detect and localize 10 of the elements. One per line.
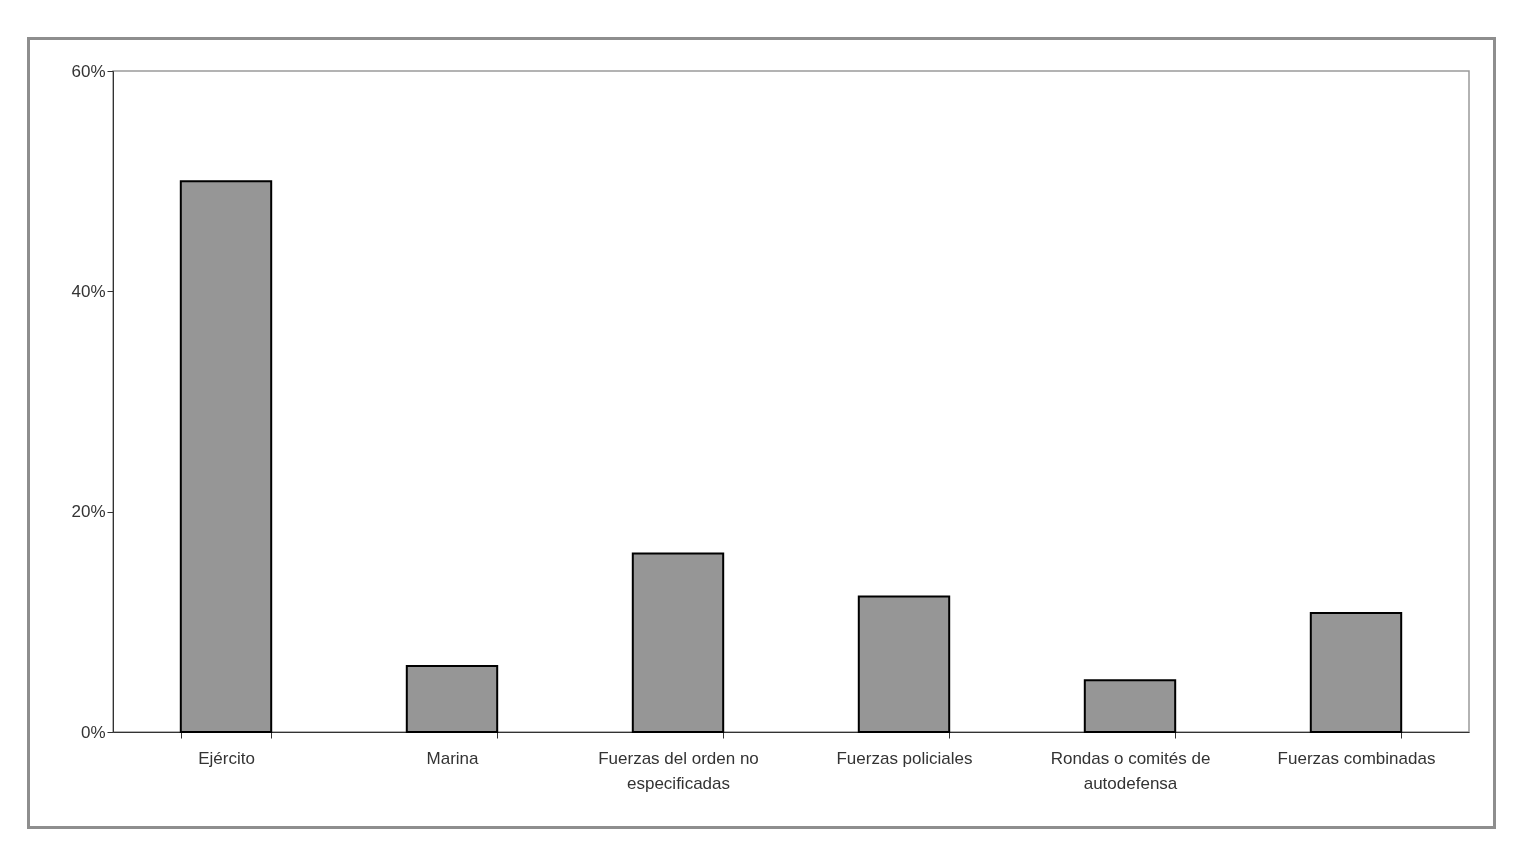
y-tick-label: 40%	[71, 281, 106, 301]
x-tick-label: Fuerzas policiales	[836, 748, 973, 768]
x-tick-label: Ejército	[198, 748, 255, 768]
y-tick-label: 0%	[80, 722, 106, 742]
x-tick-label: Rondas o comités de autodefensa	[1050, 748, 1211, 793]
y-tick-label: 60%	[71, 61, 106, 81]
y-tick-label: 20%	[71, 502, 106, 522]
x-tick-label: Marina	[426, 748, 480, 768]
x-tick-label: Fuerzas del orden no especificadas	[598, 748, 759, 793]
x-tick-label: Fuerzas combinadas	[1277, 748, 1436, 768]
